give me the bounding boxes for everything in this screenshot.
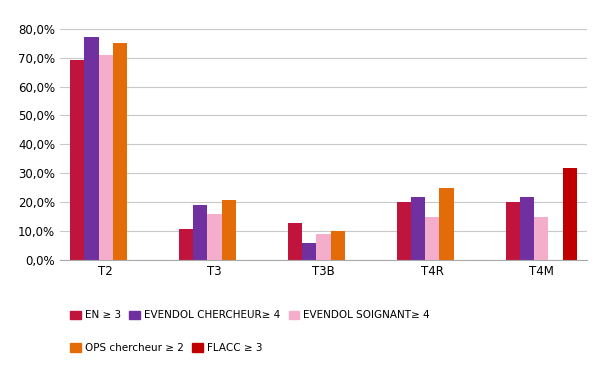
Bar (99, 55, 113, 260)
Bar (302, 243, 316, 260)
Bar (84, 37, 99, 260)
Bar (207, 214, 222, 260)
Bar (70, 60, 84, 260)
Bar (506, 202, 520, 260)
Bar (222, 199, 236, 260)
Bar (397, 202, 411, 260)
Legend: OPS chercheur ≥ 2, FLACC ≥ 3: OPS chercheur ≥ 2, FLACC ≥ 3 (70, 343, 262, 353)
Bar (520, 197, 534, 260)
Bar (113, 43, 127, 260)
Bar (288, 223, 302, 260)
Bar (411, 197, 425, 260)
Bar (179, 228, 193, 260)
Bar (425, 217, 440, 260)
Bar (440, 188, 453, 260)
Bar (316, 234, 331, 260)
Bar (193, 205, 207, 260)
Bar (562, 168, 577, 260)
Bar (534, 217, 548, 260)
Bar (331, 231, 344, 260)
